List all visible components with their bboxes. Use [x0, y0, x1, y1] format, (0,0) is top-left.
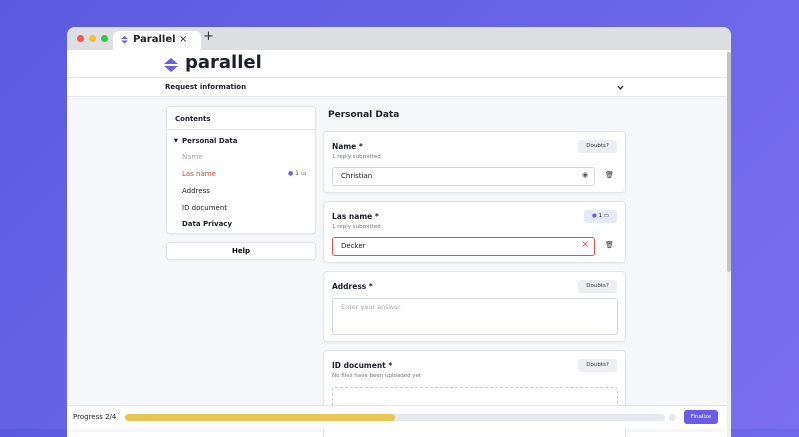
tab-title: Parallel — [133, 34, 176, 45]
group-title[interactable]: Personal Data — [182, 137, 238, 145]
field-card: Address * Doubts? Enter your answer — [323, 271, 626, 342]
maximize-dot[interactable] — [101, 35, 108, 42]
main-heading: Personal Data — [328, 110, 400, 120]
minimize-dot[interactable] — [89, 35, 96, 42]
browser-window: Parallel × + parallel Request informatio… — [67, 27, 731, 437]
finalize-button[interactable]: Finalize — [684, 410, 718, 424]
field-label: Las name * — [332, 212, 379, 221]
field-card: Name * 1 reply submitted Doubts? Christi… — [323, 131, 626, 193]
caret: ▼ — [174, 138, 178, 144]
text-input[interactable]: Christian — [332, 167, 595, 186]
scrollbar — [727, 50, 731, 437]
tab-icon — [121, 36, 128, 44]
new-tab[interactable]: + — [203, 29, 214, 44]
field-status: 1 reply submitted — [332, 154, 381, 160]
logo: parallel — [185, 52, 262, 73]
delete-icon[interactable]: 🗑 — [605, 241, 614, 249]
doubts-button[interactable]: Doubts? — [578, 140, 617, 153]
field-card: Las name * 1 reply submitted ● 1 ▭ Decke… — [323, 201, 626, 263]
close-dot[interactable] — [77, 35, 84, 42]
contents-item[interactable]: Name — [182, 153, 203, 161]
progress-fill — [125, 414, 395, 421]
contents-card: Contents ▼ Personal Data Name Las name ●… — [166, 106, 316, 234]
progress-end — [669, 414, 676, 421]
field-label: ID document * — [332, 361, 393, 370]
textarea[interactable]: Enter your answer — [332, 298, 618, 335]
comment-count: ● 1 ▭ — [288, 170, 307, 177]
progress-track — [125, 414, 665, 421]
section-title: Request information — [165, 83, 247, 91]
section-bar[interactable]: Request information — [67, 79, 727, 97]
comments-button[interactable]: ● 1 ▭ — [584, 210, 617, 223]
contents-item[interactable]: Address — [182, 187, 210, 195]
content: Request information Contents ▼ Personal … — [67, 79, 727, 437]
contents-item[interactable]: ID document — [182, 204, 227, 212]
chevron — [617, 85, 624, 91]
doubts-button[interactable]: Doubts? — [578, 359, 617, 372]
field-label: Name * — [332, 142, 363, 151]
eye-icon[interactable]: ◉ — [582, 171, 589, 179]
tab[interactable]: Parallel × — [113, 31, 201, 50]
field-status: No files have been uploaded yet — [332, 373, 422, 379]
clear-icon[interactable]: × — [581, 239, 590, 250]
logo-icon — [164, 58, 178, 72]
field-label: Address * — [332, 282, 373, 291]
group-title[interactable]: Data Privacy — [182, 220, 233, 228]
help-button[interactable]: Help — [166, 242, 316, 260]
contents-item[interactable]: Las name — [182, 170, 216, 178]
field-status: 1 reply submitted — [332, 224, 381, 230]
contents-title: Contents — [175, 115, 211, 123]
text-input[interactable]: Decker — [332, 237, 595, 256]
delete-icon[interactable]: 🗑 — [605, 171, 614, 179]
tab-close[interactable]: × — [179, 34, 188, 45]
tab-bar: Parallel × + — [67, 27, 731, 50]
app-header: parallel — [67, 50, 727, 78]
doubts-button[interactable]: Doubts? — [578, 280, 617, 293]
progress-bar: Progress 2/4 Finalize — [67, 405, 727, 429]
progress-text: Progress 2/4 — [73, 413, 117, 421]
